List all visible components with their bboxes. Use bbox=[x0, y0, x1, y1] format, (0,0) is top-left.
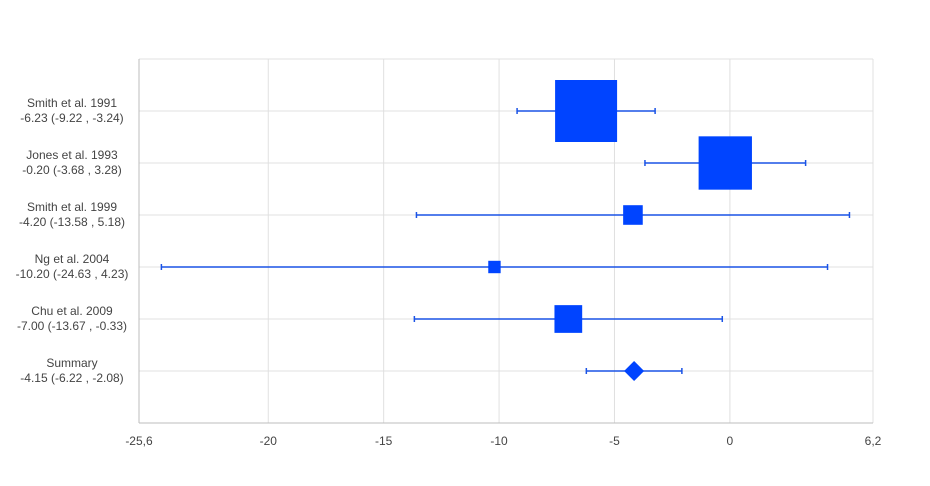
study-row-mark bbox=[160, 260, 829, 274]
study-name-label: Chu et al. 2009 bbox=[31, 304, 113, 318]
ci-text-label: -10.20 (-24.63 , 4.23) bbox=[16, 267, 129, 281]
x-tick-label: -15 bbox=[375, 434, 393, 448]
ci-text-label: -6.23 (-9.22 , -3.24) bbox=[20, 111, 123, 125]
grid bbox=[138, 58, 874, 423]
study-name-label: Ng et al. 2004 bbox=[35, 252, 110, 266]
x-tick-label: -10 bbox=[490, 434, 508, 448]
study-row-mark bbox=[644, 136, 807, 190]
summary-row-mark bbox=[585, 361, 683, 381]
study-row-mark bbox=[415, 205, 851, 225]
data-marks bbox=[160, 80, 851, 381]
estimate-square bbox=[554, 305, 583, 333]
study-row-mark bbox=[413, 305, 724, 333]
summary-diamond bbox=[624, 361, 645, 381]
ci-text-label: -7.00 (-13.67 , -0.33) bbox=[17, 319, 127, 333]
study-name-label: Smith et al. 1991 bbox=[27, 96, 117, 110]
study-row-mark bbox=[516, 80, 656, 142]
x-tick-label: -25,6 bbox=[125, 434, 153, 448]
study-name-label: Jones et al. 1993 bbox=[26, 148, 118, 162]
x-tick-label: 6,2 bbox=[865, 434, 882, 448]
estimate-square bbox=[488, 260, 501, 274]
x-tick-label: -20 bbox=[260, 434, 278, 448]
x-tick-label: 0 bbox=[727, 434, 734, 448]
study-name-label: Smith et al. 1999 bbox=[27, 200, 117, 214]
estimate-square bbox=[623, 205, 643, 225]
study-name-label: Summary bbox=[46, 356, 97, 370]
ci-text-label: -0.20 (-3.68 , 3.28) bbox=[22, 163, 121, 177]
estimate-square bbox=[698, 136, 752, 190]
x-tick-label: -5 bbox=[609, 434, 620, 448]
ci-text-label: -4.20 (-13.58 , 5.18) bbox=[19, 215, 125, 229]
row-labels: Smith et al. 1991-6.23 (-9.22 , -3.24) Jo… bbox=[16, 96, 129, 385]
ci-text-label: -4.15 (-6.22 , -2.08) bbox=[20, 371, 123, 385]
estimate-square bbox=[555, 80, 618, 142]
x-axis: -25,6 -20 -15 -10 -5 0 6,2 bbox=[125, 59, 882, 448]
